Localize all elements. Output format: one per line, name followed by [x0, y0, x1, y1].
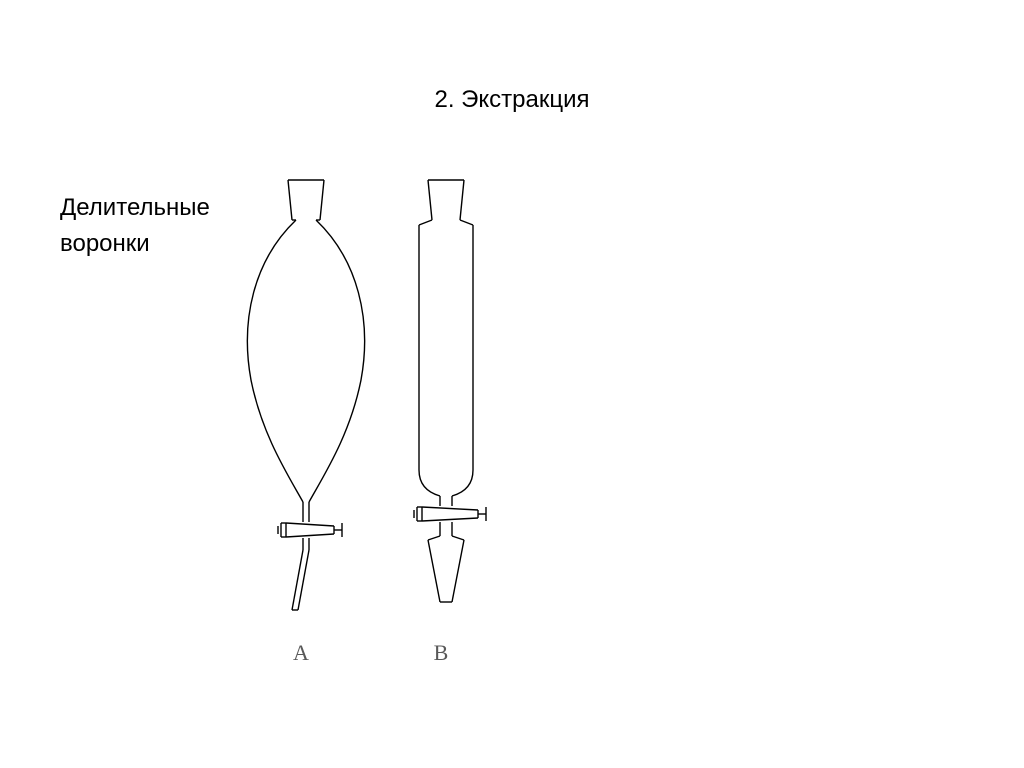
separating-funnels-diagram: A B [196, 170, 616, 680]
page-title: 2. Экстракция [0, 86, 1024, 114]
funnel-a-stopcock [278, 523, 342, 537]
caption-line-2: воронки [60, 226, 210, 262]
funnel-b-label: B [434, 640, 449, 665]
caption-line-1: Делительные [60, 190, 210, 226]
diagram-caption: Делительные воронки [60, 190, 210, 262]
funnel-a [247, 180, 364, 610]
funnel-b-stopcock [414, 507, 486, 521]
funnel-b [414, 180, 486, 602]
funnel-a-label: A [293, 640, 309, 665]
